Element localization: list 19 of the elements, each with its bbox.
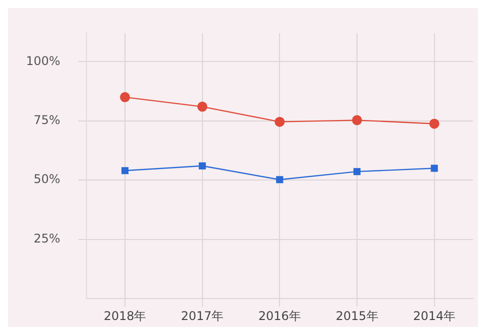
y-tick-label: 25%	[34, 231, 60, 246]
point	[198, 162, 206, 170]
point	[120, 92, 130, 102]
x-tick-label: 2018年	[104, 308, 146, 323]
x-tick-label: 2016年	[258, 308, 301, 323]
point	[430, 164, 438, 172]
y-tick-label: 75%	[34, 113, 60, 127]
y-tick-label: 100%	[26, 54, 60, 68]
x-tick-label: 2017年	[181, 308, 224, 323]
point	[197, 102, 208, 112]
point	[429, 118, 440, 129]
y-tick-label: 50%	[34, 172, 60, 186]
point	[274, 116, 285, 127]
point	[353, 168, 361, 176]
point	[121, 167, 129, 174]
point	[352, 115, 362, 126]
point	[276, 176, 284, 184]
x-tick-label: 2015年	[336, 308, 378, 323]
x-tick-label: 2014年	[413, 308, 456, 323]
